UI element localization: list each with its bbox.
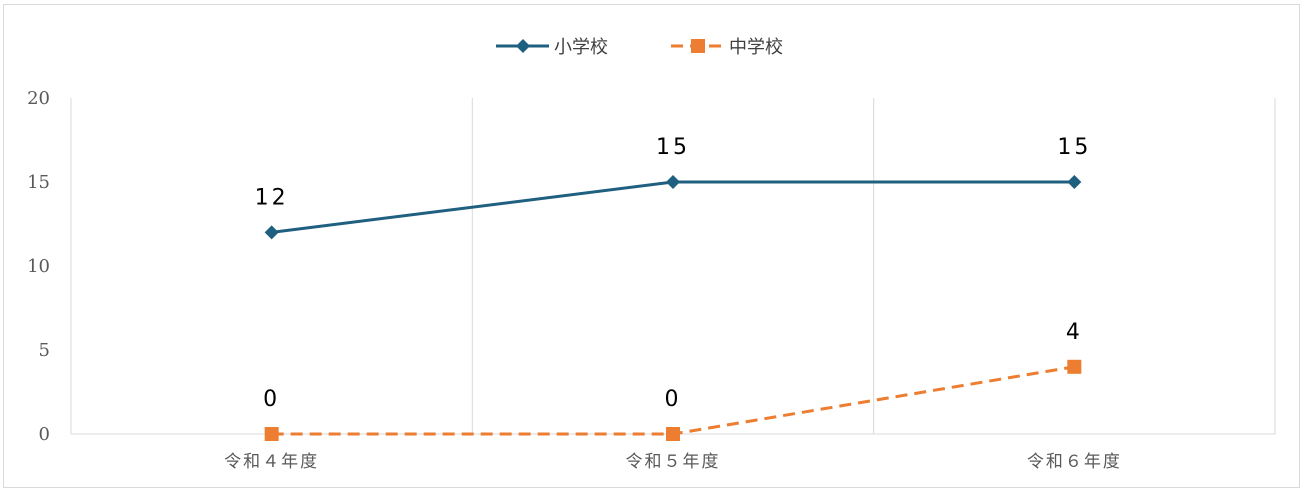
- x-category-label: 令和５年度: [626, 452, 721, 472]
- data-label-1: 15: [1057, 135, 1091, 160]
- data-label-2: 4: [1066, 320, 1083, 345]
- line-chart: 0 5 10 15 20 令和４年度 令和５年度 令和６年度 12 15 15 0 0 4 小学校 中学校: [27, 37, 1276, 472]
- y-tick-label: 5: [39, 340, 50, 361]
- data-label-1: 12: [255, 185, 289, 210]
- data-point-1: [264, 225, 279, 240]
- chart-frame: 0 5 10 15 20 令和４年度 令和５年度 令和６年度 12 15 15 0 0 4 小学校 中学校: [3, 4, 1300, 488]
- legend-marker-2: [691, 39, 705, 53]
- legend-marker-1: [516, 39, 530, 53]
- data-point-1: [1067, 175, 1082, 189]
- data-point-2: [1067, 359, 1082, 374]
- y-tick-label: 0: [39, 424, 50, 445]
- legend-label: 中学校: [729, 37, 783, 58]
- y-tick-label: 10: [27, 256, 50, 277]
- data-label-2: 0: [665, 387, 682, 412]
- data-point-1: [666, 175, 680, 189]
- data-label-2: 0: [263, 387, 280, 412]
- x-category-label: 令和４年度: [224, 452, 319, 472]
- series-line-1: [271, 180, 1075, 234]
- data-point-2: [264, 427, 279, 441]
- legend-label: 小学校: [554, 37, 608, 58]
- x-category-label: 令和６年度: [1027, 452, 1122, 472]
- data-label-1: 15: [656, 135, 690, 160]
- y-tick-label: 20: [27, 88, 50, 109]
- data-point-2: [666, 427, 680, 441]
- y-tick-label: 15: [27, 172, 50, 193]
